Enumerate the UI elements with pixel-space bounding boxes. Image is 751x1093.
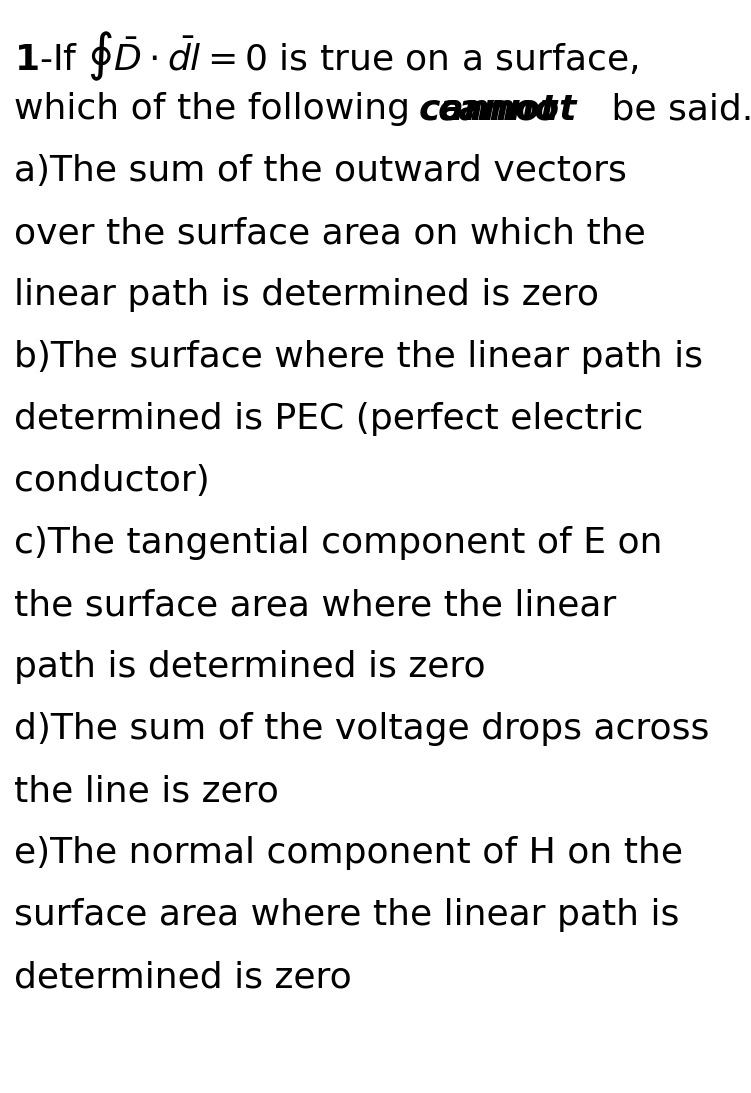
Text: path is determined is zero: path is determined is zero [14,650,486,684]
Text: b)The surface where the linear path is: b)The surface where the linear path is [14,340,703,374]
Text: over the surface area on which the: over the surface area on which the [14,216,646,250]
Text: e)The normal component of H on the: e)The normal component of H on the [14,836,683,870]
Text: linear path is determined is zero: linear path is determined is zero [14,278,599,312]
Text: c)The tangential component of E on: c)The tangential component of E on [14,526,662,560]
Text: which of the following: which of the following [14,92,421,126]
Text: d)The sum of the voltage drops across: d)The sum of the voltage drops across [14,712,710,747]
Text: conductor): conductor) [14,465,210,498]
Text: surface area where the linear path is: surface area where the linear path is [14,898,680,932]
Text: determined is zero: determined is zero [14,960,351,994]
Text: the line is zero: the line is zero [14,774,279,808]
Text: the surface area where the linear: the surface area where the linear [14,588,617,622]
Text: cannot: cannot [418,92,558,126]
Text: cannot: cannot [438,92,578,126]
Text: determined is PEC (perfect electric: determined is PEC (perfect electric [14,402,644,436]
Text: $\mathbf{1}$-If $\oint \bar{D} \cdot \bar{dl} = 0$ is true on a surface,: $\mathbf{1}$-If $\oint \bar{D} \cdot \ba… [14,30,638,83]
Text: a)The sum of the outward vectors: a)The sum of the outward vectors [14,154,627,188]
Text: be said.: be said. [600,92,751,126]
